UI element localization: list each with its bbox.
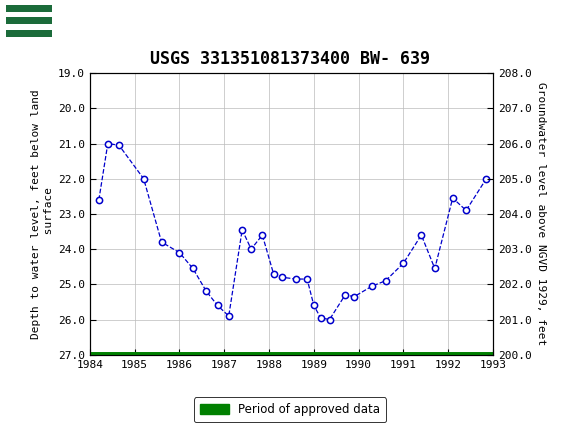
Text: USGS: USGS <box>61 12 116 31</box>
Y-axis label: Groundwater level above NGVD 1929, feet: Groundwater level above NGVD 1929, feet <box>536 82 546 346</box>
FancyBboxPatch shape <box>6 30 52 37</box>
Legend: Period of approved data: Period of approved data <box>194 397 386 422</box>
Y-axis label: Depth to water level, feet below land
 surface: Depth to water level, feet below land su… <box>31 89 54 339</box>
FancyBboxPatch shape <box>6 17 52 25</box>
Text: USGS 331351081373400 BW- 639: USGS 331351081373400 BW- 639 <box>150 50 430 68</box>
FancyBboxPatch shape <box>6 4 52 12</box>
FancyBboxPatch shape <box>6 4 52 41</box>
